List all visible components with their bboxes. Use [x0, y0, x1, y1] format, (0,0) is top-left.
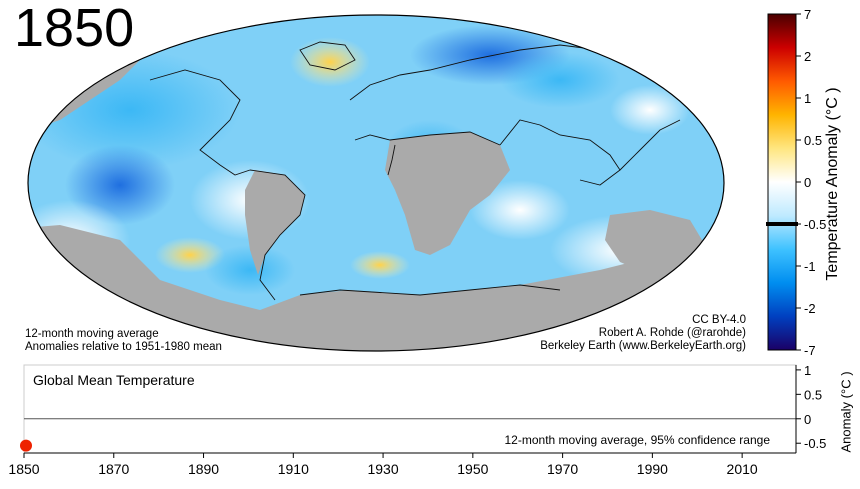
x-tick-label: 1890 — [188, 461, 219, 477]
colorbar-tick-label: 1 — [804, 91, 811, 106]
note-source: Berkeley Earth (www.BerkeleyEarth.org) — [540, 340, 746, 352]
x-tick-label: 1990 — [637, 461, 668, 477]
x-tick-label: 1950 — [457, 461, 488, 477]
global-mean-chart: 1850 1870 1890 1910 1930 1950 1970 1990 2010 1 0.… — [8, 363, 826, 477]
colorbar: 7 2 1 0.5 0 -0.5 -1 -2 -7 — [766, 7, 826, 358]
chart-title: Global Mean Temperature — [33, 372, 195, 388]
map-notes-left: 12-month moving average Anomalies relati… — [25, 328, 222, 354]
x-tick-label: 1970 — [547, 461, 578, 477]
chart-ylabel-text: Anomaly (°C ) — [838, 371, 854, 453]
colorbar-tick-label: 0 — [804, 175, 811, 190]
colorbar-tick-label: -0.5 — [804, 217, 826, 232]
map-notes-right: CC BY-4.0 Robert A. Rohde (@rarohde) Ber… — [540, 314, 746, 353]
colorbar-tick-label: -2 — [804, 301, 816, 316]
y-tick-label: -0.5 — [804, 436, 826, 451]
colorbar-tick-label: 7 — [804, 7, 811, 22]
colorbar-tick-label: 2 — [804, 49, 811, 64]
note-baseline: Anomalies relative to 1951-1980 mean — [25, 341, 222, 353]
current-anomaly-marker — [766, 222, 798, 226]
data-point — [20, 439, 32, 452]
x-tick-label: 1910 — [278, 461, 309, 477]
chart-legend: 12-month moving average, 95% confidence … — [504, 433, 771, 447]
x-tick-label: 1930 — [367, 461, 398, 477]
y-tick-label: 0.5 — [804, 387, 822, 402]
x-tick-label: 1870 — [98, 461, 129, 477]
colorbar-tick-label: -1 — [804, 259, 816, 274]
colorbar-tick-label: 0.5 — [804, 133, 822, 148]
note-author: Robert A. Rohde (@rarohde) — [598, 327, 746, 339]
x-tick-label: 1850 — [8, 461, 39, 477]
colorbar-title-text: Temperature Anomaly (°C ) — [824, 87, 841, 281]
note-moving-average: 12-month moving average — [25, 328, 159, 340]
x-tick-label: 2010 — [727, 461, 758, 477]
y-tick-label: 1 — [804, 363, 811, 378]
note-license: CC BY-4.0 — [692, 314, 746, 326]
y-tick-label: 0 — [804, 412, 811, 427]
year-label: 1850 — [14, 0, 135, 58]
colorbar-tick-label: -7 — [804, 343, 816, 358]
